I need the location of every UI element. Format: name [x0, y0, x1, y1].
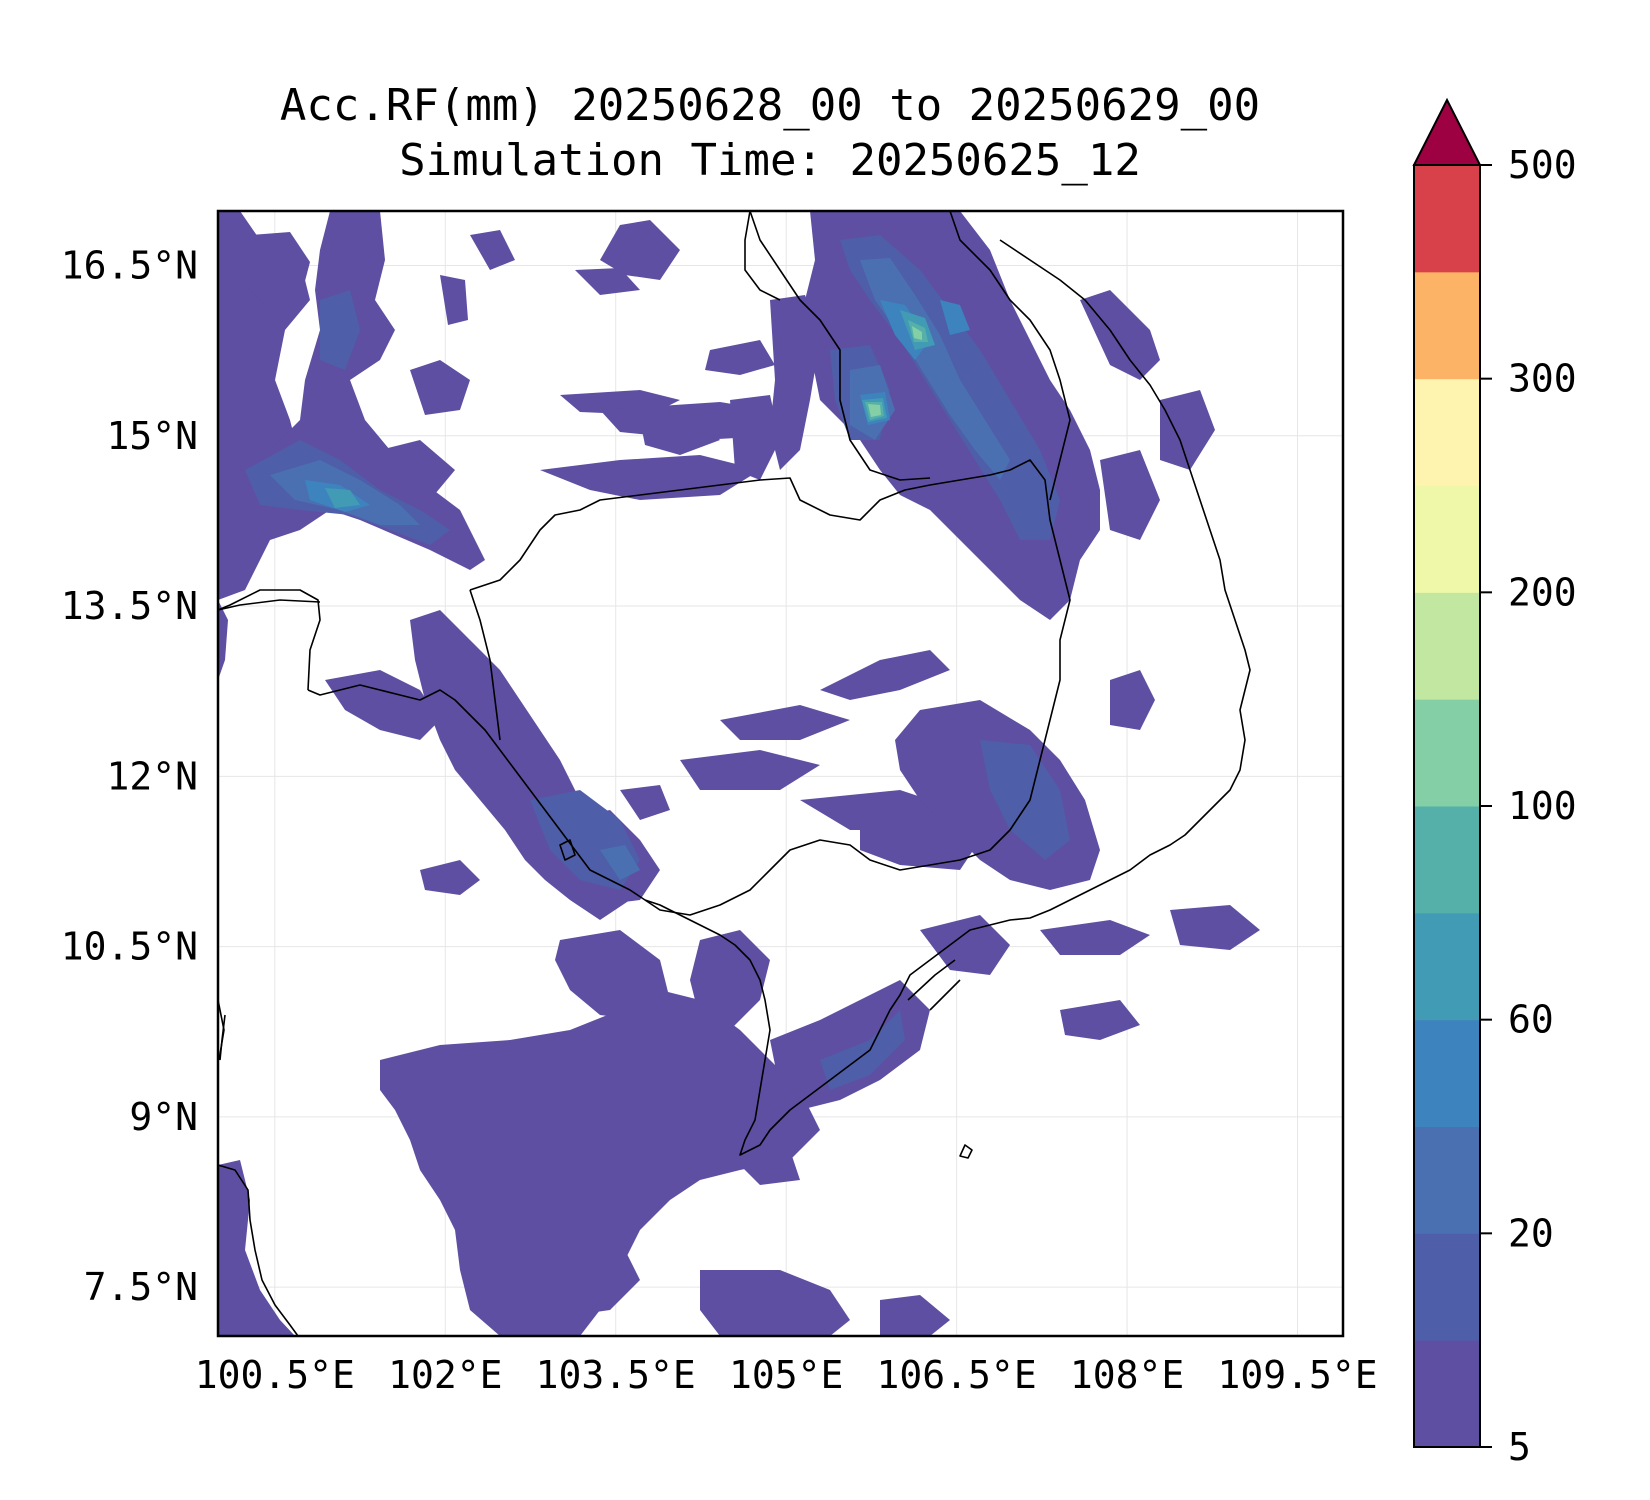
- map-title: Acc.RF(mm) 20250628_00 to 20250629_00 Si…: [120, 78, 1420, 188]
- title-line-2: Simulation Time: 20250625_12: [399, 135, 1141, 186]
- colorbar-tick-label: 500: [1508, 143, 1577, 187]
- colorbar-segment: [1414, 592, 1480, 700]
- colorbar-segment: [1414, 1340, 1480, 1448]
- lat-tick-label: 13.5°N: [61, 584, 198, 628]
- lat-tick-label: 10.5°N: [61, 925, 198, 969]
- colorbar-segment: [1414, 1019, 1480, 1127]
- colorbar-segment: [1414, 1126, 1480, 1234]
- lon-tick-label: 106.5°E: [877, 1353, 1037, 1397]
- rainfall-contours: [218, 211, 1260, 1336]
- lon-tick-label: 103.5°E: [536, 1353, 696, 1397]
- colorbar-tick-label: 300: [1508, 357, 1577, 401]
- lat-tick-label: 7.5°N: [84, 1265, 198, 1309]
- colorbar-tick-label: 60: [1508, 998, 1554, 1042]
- colorbar-segment: [1414, 485, 1480, 593]
- lon-tick-label: 108°E: [1070, 1353, 1184, 1397]
- colorbar-segment: [1414, 699, 1480, 807]
- colorbar-segment: [1414, 1233, 1480, 1341]
- colorbar: 5 20 60 100 200 300 500: [1412, 97, 1577, 1469]
- colorbar-segment: [1414, 806, 1480, 914]
- rain-level-100: [868, 326, 922, 417]
- colorbar-segment: [1414, 271, 1480, 380]
- lat-tick-label: 12°N: [106, 754, 198, 798]
- colorbar-tick-label: 100: [1508, 784, 1577, 828]
- colorbar-segment: [1414, 165, 1480, 273]
- lon-tick-label: 100.5°E: [195, 1353, 355, 1397]
- plot-frame: [216, 209, 1345, 1338]
- latitude-labels: 16.5°N 15°N 13.5°N 12°N 10.5°N 9°N 7.5°N: [61, 243, 198, 1309]
- lat-tick-label: 16.5°N: [61, 243, 198, 287]
- colorbar-tick-label: 200: [1508, 570, 1577, 614]
- coastlines: [218, 211, 1251, 1336]
- colorbar-segment: [1414, 912, 1480, 1021]
- lon-tick-label: 109.5°E: [1217, 1353, 1377, 1397]
- lat-tick-label: 9°N: [129, 1095, 198, 1139]
- longitude-labels: 100.5°E 102°E 103.5°E 105°E 106.5°E 108°E 109.…: [195, 1353, 1378, 1397]
- colorbar-tick-label: 20: [1508, 1211, 1554, 1255]
- lon-tick-label: 102°E: [388, 1353, 502, 1397]
- title-line-1: Acc.RF(mm) 20250628_00 to 20250629_00: [279, 80, 1261, 131]
- lon-tick-label: 105°E: [729, 1353, 843, 1397]
- lat-tick-label: 15°N: [106, 414, 198, 458]
- colorbar-tick-label: 5: [1508, 1425, 1531, 1469]
- colorbar-segment: [1414, 378, 1480, 486]
- colorbar-extend-arrow: [1412, 97, 1482, 166]
